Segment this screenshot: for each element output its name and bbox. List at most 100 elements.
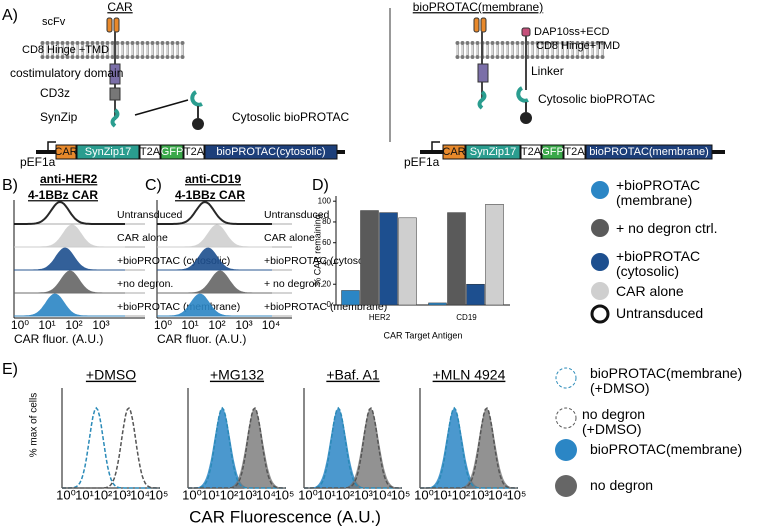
x-label: CAR Target Antigen <box>384 330 463 340</box>
arrow <box>134 99 189 116</box>
legend-swatch <box>555 407 577 429</box>
label: scFv <box>42 16 66 28</box>
row-label: +bioPROTAC (membrane) <box>117 301 240 313</box>
construct-part <box>139 144 161 160</box>
x-label: CAR fluor. (A.U.) <box>14 332 103 346</box>
membrane <box>455 40 605 60</box>
row-label: CAR alone <box>264 232 315 244</box>
panel-label: D) <box>312 177 329 194</box>
x-tick-label: 10³ <box>354 487 373 502</box>
legend-text: bioPROTAC(membrane) <box>590 441 743 457</box>
legend-swatch <box>591 181 609 199</box>
label: CD3z <box>40 86 70 100</box>
histogram <box>14 200 125 225</box>
y-tick-label: 0 <box>327 300 332 309</box>
histogram <box>188 406 286 489</box>
protac <box>190 90 203 107</box>
ecd <box>521 27 531 37</box>
x-tick-label: 10⁵ <box>149 487 169 502</box>
bar <box>428 302 447 306</box>
histogram <box>14 247 125 271</box>
x-tick-label: 10² <box>208 318 225 332</box>
label: costimulatory domain <box>10 66 123 80</box>
x-tick-label: 10⁰ <box>56 487 76 502</box>
legend-swatch <box>590 304 610 324</box>
construct-label: GFP <box>541 146 564 158</box>
x-tick-label: 10⁰ <box>11 318 29 332</box>
construct-label: bioPROTAC(membrane) <box>589 146 709 158</box>
x-tick-label: 10¹ <box>433 487 452 502</box>
histogram <box>157 293 272 317</box>
subplot-title: +MG132 <box>210 367 264 383</box>
x-tick-label: 10³ <box>238 487 257 502</box>
promoter-arrow <box>431 141 440 152</box>
x-tick-label: 10¹ <box>201 487 220 502</box>
title: 4-1BBz CAR <box>28 188 98 202</box>
construct-part <box>183 144 205 160</box>
x-tick-label: 10⁵ <box>275 487 295 502</box>
x-tick-label: 10¹ <box>317 487 336 502</box>
histogram <box>420 406 518 489</box>
x-tick-label: HER2 <box>369 313 391 322</box>
label: CD8 Hinge+TMD <box>536 40 620 52</box>
x-tick-label: 10² <box>452 487 471 502</box>
bar <box>341 290 360 306</box>
x-label: CAR fluor. (A.U.) <box>157 332 246 346</box>
label: CD8 Hinge +TMD <box>22 44 109 56</box>
synzip <box>477 90 487 110</box>
legend-swatch <box>591 282 609 300</box>
x-tick-label: 10² <box>336 487 355 502</box>
construct-label: T2A <box>564 146 585 158</box>
title: 4-1BBz CAR <box>175 188 245 202</box>
title: bioPROTAC(membrane) <box>413 0 543 14</box>
panel-label: B) <box>2 177 18 194</box>
legend-swatch <box>591 253 609 271</box>
construct-label: CAR <box>54 146 77 158</box>
row-label: +no degron. <box>117 278 173 290</box>
legend-swatch <box>591 219 609 237</box>
panel-label: C) <box>145 177 162 194</box>
promoter: pEF1a <box>404 155 440 169</box>
construct-label: bioPROTAC(cytosolic) <box>216 146 325 158</box>
y-tick-label: 80 <box>322 217 331 226</box>
construct-label: SynZip17 <box>470 146 516 158</box>
x-tick-label: 10⁴ <box>372 487 392 502</box>
x-tick-label: 10³ <box>235 318 252 332</box>
construct-part <box>563 144 586 160</box>
x-tick-label: 10² <box>94 487 113 502</box>
construct-part <box>465 144 521 160</box>
construct-part <box>76 144 140 160</box>
legend-text: + no degron ctrl. <box>616 220 718 236</box>
x-tick-label: 10⁵ <box>391 487 411 502</box>
x-tick-label: 10³ <box>470 487 489 502</box>
protac <box>520 112 532 124</box>
histogram <box>14 270 125 294</box>
x-tick-label: 10¹ <box>38 318 55 332</box>
subplot-title: +MLN 4924 <box>433 367 506 383</box>
bar <box>398 217 417 306</box>
construct-label: T2A <box>184 146 205 158</box>
y-tick-label: 40 <box>322 259 331 268</box>
panel-label: A) <box>2 7 18 24</box>
subplot-title: +Baf. A1 <box>326 367 380 383</box>
histogram <box>188 406 286 489</box>
x-tick-label: 10⁰ <box>414 487 434 502</box>
bar <box>447 212 466 306</box>
histogram <box>62 406 160 489</box>
row-label: Untransduced <box>264 209 330 221</box>
legend-text: +bioPROTAC (membrane) <box>616 177 701 208</box>
histogram <box>304 406 402 489</box>
x-tick-label: 10⁴ <box>488 487 508 502</box>
x-tick-label: 10⁴ <box>256 487 276 502</box>
x-label: CAR Fluorescence (A.U.) <box>189 507 381 526</box>
row-label: Untransduced <box>117 209 183 221</box>
label: Cytosolic bioPROTAC <box>538 92 655 106</box>
y-tick-label: 100 <box>318 196 332 205</box>
x-tick-label: 10⁵ <box>507 487 527 502</box>
bar <box>485 204 504 306</box>
histogram <box>157 270 272 294</box>
bar <box>466 283 485 306</box>
membrane <box>40 40 185 60</box>
scfv <box>113 17 120 33</box>
